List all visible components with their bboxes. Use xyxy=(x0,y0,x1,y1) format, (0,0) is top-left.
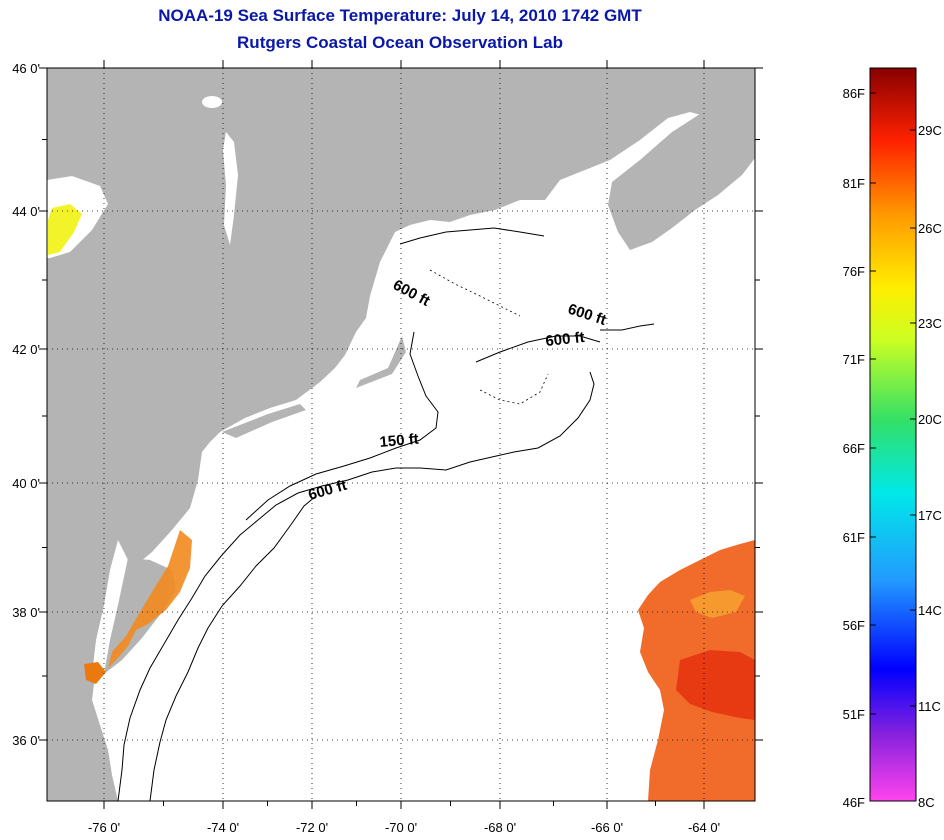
colorbar-f-label: 81F xyxy=(843,176,865,191)
colorbar-c-label: 29C xyxy=(918,123,942,138)
colorbar-f-label: 51F xyxy=(843,707,865,722)
sst-coastal-orange xyxy=(108,530,192,668)
shelf-detail xyxy=(429,269,549,405)
sst-gulf-stream-hot xyxy=(676,650,755,720)
lake-sst-yellow xyxy=(48,204,82,255)
map-ticks xyxy=(39,60,763,809)
land-mainland xyxy=(47,68,755,801)
chesapeake-bay xyxy=(92,540,128,675)
colorbar-f-label: 66F xyxy=(843,441,865,456)
colorbar-f-label: 56F xyxy=(843,618,865,633)
colorbar-c-label: 17C xyxy=(918,508,942,523)
lon-tick-label: -76 0' xyxy=(88,820,120,835)
colorbar-f-label: 71F xyxy=(843,352,865,367)
land-cape-cod xyxy=(356,336,406,388)
lake-patch xyxy=(202,96,222,108)
sst-coastal-orange-2 xyxy=(84,662,106,684)
map-subtitle: Rutgers Coastal Ocean Observation Lab xyxy=(237,33,563,52)
colorbar-f-label: 76F xyxy=(843,264,865,279)
colorbar-f-label: 86F xyxy=(843,86,865,101)
sst-gulf-stream-cool xyxy=(690,590,745,618)
lat-tick-label: 38 0' xyxy=(12,605,40,620)
lat-tick-label: 44 0' xyxy=(12,204,40,219)
land-nova-scotia xyxy=(608,112,755,250)
lat-tick-label: 42 0' xyxy=(12,342,40,357)
colorbar xyxy=(869,67,917,802)
lon-tick-label: -74 0' xyxy=(207,820,239,835)
lon-tick-label: -68 0' xyxy=(484,820,516,835)
lon-tick-label: -70 0' xyxy=(385,820,417,835)
lat-tick-label: 46 0' xyxy=(12,61,40,76)
lon-tick-label: -72 0' xyxy=(296,820,328,835)
colorbar-c-label: 8C xyxy=(918,795,935,810)
lon-tick-label: -64 0' xyxy=(688,820,720,835)
colorbar-c-label: 14C xyxy=(918,603,942,618)
colorbar-ticks xyxy=(870,92,916,715)
lake-champlain xyxy=(223,132,238,245)
colorbar-f-label: 61F xyxy=(843,530,865,545)
contour-label: 150 ft xyxy=(379,431,420,451)
land-long-island xyxy=(222,404,306,438)
contour-label: 600 ft xyxy=(545,329,586,350)
lat-tick-label: 36 0' xyxy=(12,733,40,748)
bathymetry-contours xyxy=(117,227,655,801)
colorbar-c-label: 20C xyxy=(918,412,942,427)
map-title: NOAA-19 Sea Surface Temperature: July 14… xyxy=(158,6,642,25)
colorbar-c-label: 26C xyxy=(918,221,942,236)
colorbar-c-label: 11C xyxy=(918,699,941,714)
lon-tick-label: -66 0' xyxy=(591,820,623,835)
map-gridlines xyxy=(47,68,755,801)
colorbar-c-label: 23C xyxy=(918,316,942,331)
lat-tick-label: 40 0' xyxy=(12,476,40,491)
colorbar-f-label: 46F xyxy=(843,795,865,810)
